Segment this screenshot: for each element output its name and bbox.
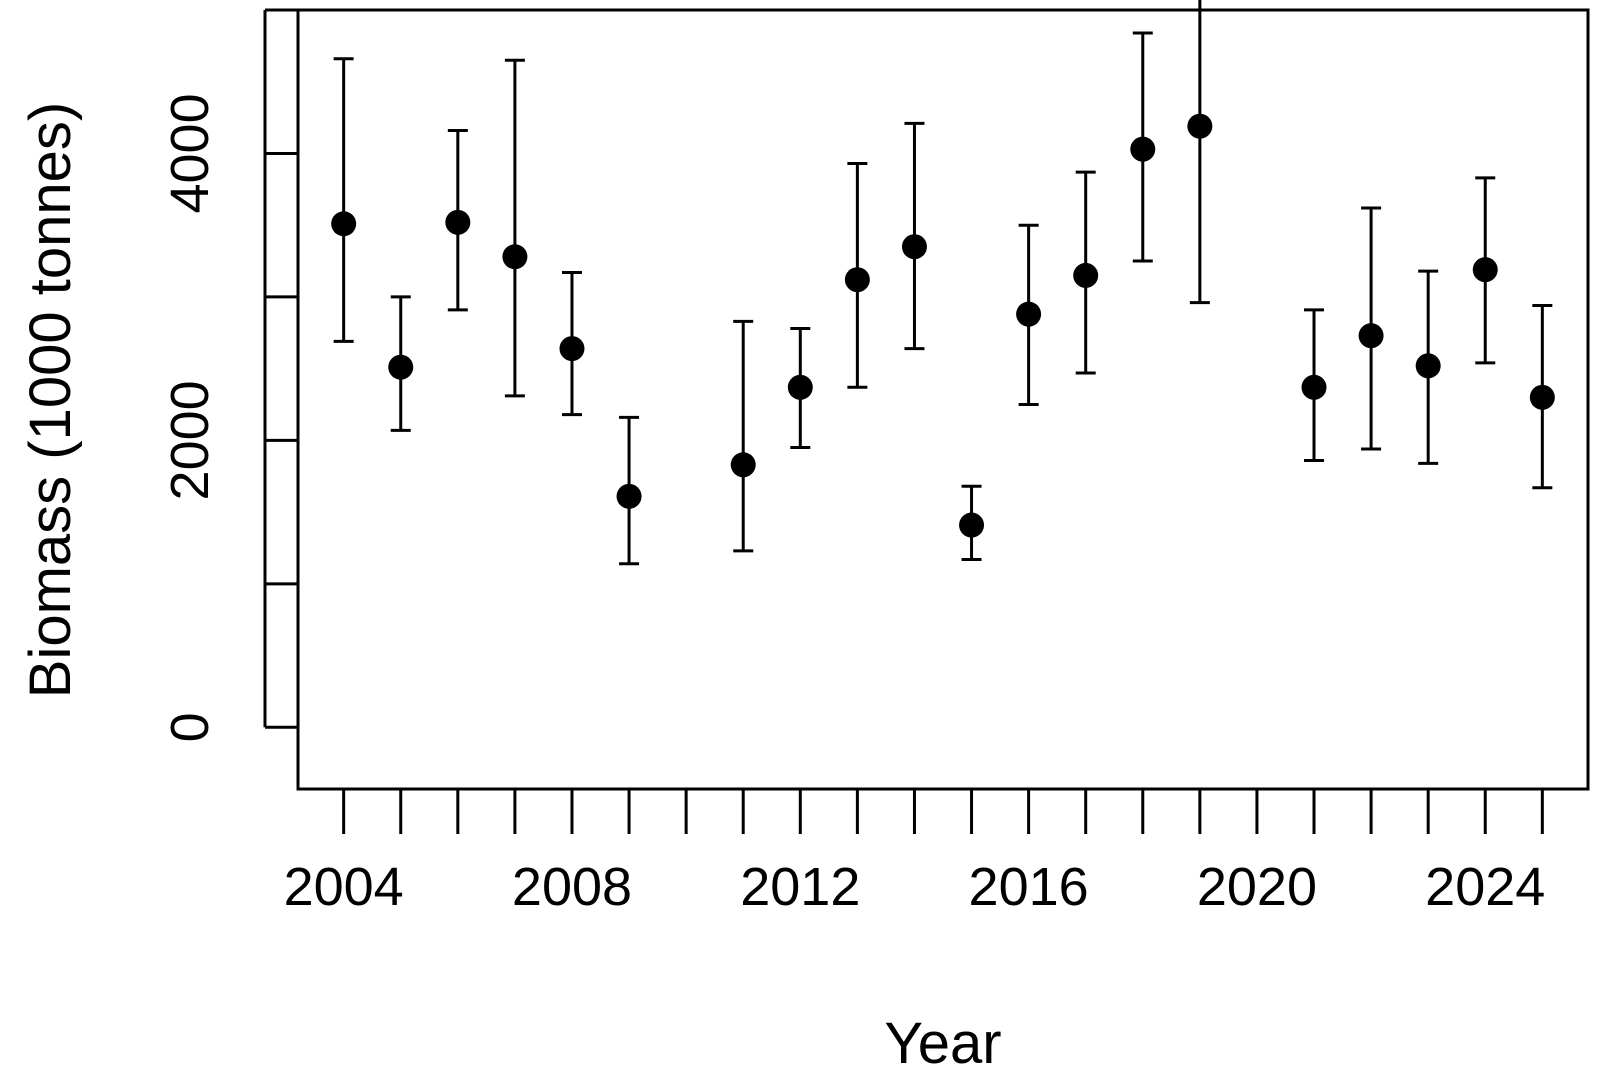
data-points (331, 113, 1555, 538)
data-point (616, 483, 642, 509)
x-tick-label: 2004 (284, 857, 404, 917)
data-point (1301, 374, 1327, 400)
y-tick-label: 0 (160, 712, 220, 742)
data-point (1187, 113, 1213, 139)
y-tick-label: 4000 (160, 93, 220, 213)
error-bars (333, 0, 1553, 566)
x-tick-label: 2008 (512, 857, 632, 917)
data-point (730, 452, 756, 478)
x-axis-title: Year (884, 1011, 1001, 1076)
x-tick-label: 2020 (1197, 857, 1317, 917)
plot-frame (296, 8, 1590, 791)
data-point (445, 209, 471, 235)
data-point (1529, 384, 1555, 410)
data-point (844, 267, 870, 293)
data-point (1016, 301, 1042, 327)
data-point (959, 512, 985, 538)
error-bar (733, 319, 754, 553)
data-point (1415, 353, 1441, 379)
data-point (1130, 136, 1156, 162)
data-point (1472, 257, 1498, 283)
data-point (1358, 323, 1384, 349)
data-point (1073, 262, 1099, 288)
x-tick-label: 2012 (740, 857, 860, 917)
data-point (502, 244, 528, 270)
error-bar (333, 57, 354, 343)
y-tick-label: 2000 (160, 380, 220, 500)
data-point (901, 234, 927, 260)
data-point (331, 211, 357, 237)
x-tick-label: 2016 (969, 857, 1089, 917)
data-point (787, 374, 813, 400)
y-axis: 0 2000 4000 (160, 8, 298, 742)
error-bar (504, 58, 525, 398)
data-point (559, 336, 585, 362)
x-axis: 2004 2008 2012 2016 2020 2024 (284, 789, 1545, 917)
y-axis-title: Biomass (1000 tonnes) (18, 102, 83, 698)
error-bar (1189, 0, 1210, 305)
data-point (388, 354, 414, 380)
x-tick-label: 2024 (1425, 857, 1545, 917)
